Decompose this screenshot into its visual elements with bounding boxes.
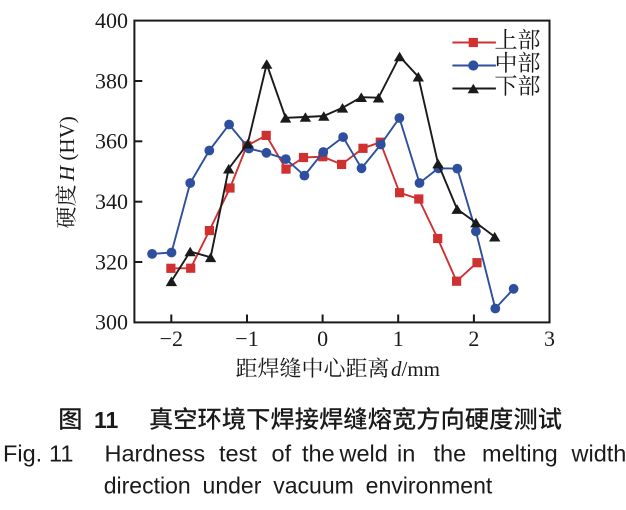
svg-text:the: the bbox=[302, 441, 335, 467]
svg-text:0: 0 bbox=[317, 326, 328, 351]
svg-text:test: test bbox=[219, 441, 257, 467]
svg-text:of: of bbox=[272, 441, 292, 467]
svg-text:Fig.: Fig. bbox=[3, 441, 42, 467]
svg-text:400: 400 bbox=[95, 8, 128, 33]
svg-text:340: 340 bbox=[95, 189, 128, 214]
svg-text:11: 11 bbox=[94, 407, 119, 433]
svg-text:360: 360 bbox=[95, 129, 128, 154]
svg-text:in: in bbox=[397, 441, 415, 467]
svg-text:320: 320 bbox=[95, 249, 128, 274]
svg-text:3: 3 bbox=[544, 326, 555, 351]
svg-text:weld: weld bbox=[339, 441, 388, 467]
svg-text:380: 380 bbox=[95, 68, 128, 93]
svg-text:1: 1 bbox=[393, 326, 404, 351]
svg-text:Hardness: Hardness bbox=[105, 441, 206, 467]
svg-text:the: the bbox=[434, 441, 467, 467]
svg-text:melting: melting bbox=[482, 441, 558, 467]
svg-text:11: 11 bbox=[49, 441, 73, 467]
svg-text:300: 300 bbox=[95, 310, 128, 335]
svg-text:width: width bbox=[571, 441, 626, 467]
svg-text:direction under vacuum environ: direction under vacuum environment bbox=[104, 473, 493, 499]
svg-text:−2: −2 bbox=[160, 326, 183, 351]
svg-text:H (HV): H (HV) bbox=[55, 116, 79, 182]
svg-text:−1: −1 bbox=[235, 326, 258, 351]
svg-text:2: 2 bbox=[468, 326, 479, 351]
svg-text:d/mm: d/mm bbox=[391, 357, 440, 381]
